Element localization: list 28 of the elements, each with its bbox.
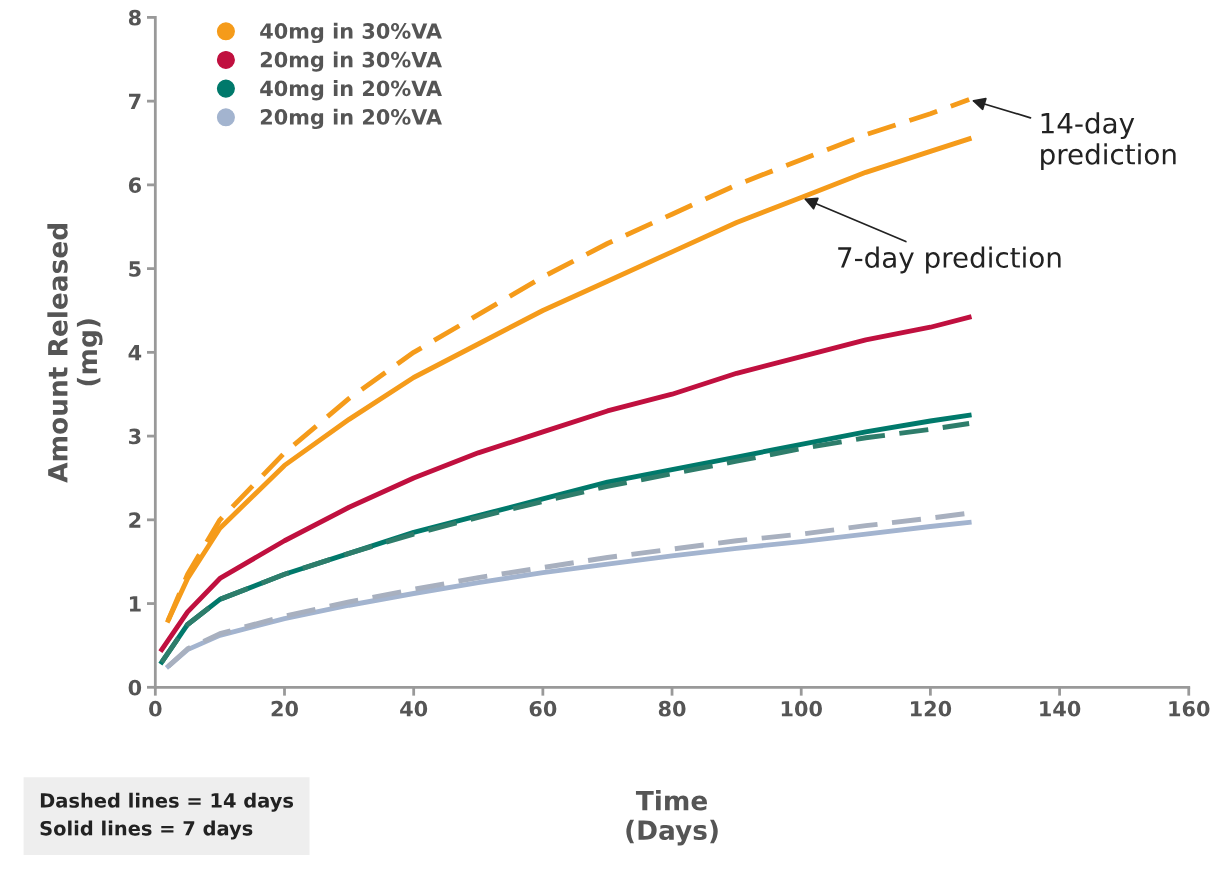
x-axis-title: Time (Days) bbox=[626, 790, 718, 846]
annotation: 14-day prediction bbox=[1041, 112, 1176, 171]
annotation: 7-day prediction bbox=[838, 246, 1061, 274]
legend-label: 20mg in 20%VA bbox=[260, 108, 442, 130]
y-tick-label: 2 bbox=[129, 512, 141, 528]
legend-label: 40mg in 30%VA bbox=[260, 22, 442, 44]
text: Dashed lines = 14 days Solid lines = 7 days bbox=[40, 792, 294, 840]
x-tick-label: 80 bbox=[658, 700, 686, 717]
x-tick-label: 120 bbox=[911, 700, 952, 717]
x-tick-label: 20 bbox=[271, 700, 298, 717]
line-series bbox=[159, 314, 972, 653]
x-tick-label: 0 bbox=[149, 700, 162, 717]
y-tick-label: 1 bbox=[129, 596, 141, 612]
y-tick-label: 5 bbox=[129, 261, 141, 277]
y-tick-label: 3 bbox=[129, 428, 141, 445]
y-tick-label: 8 bbox=[128, 9, 141, 26]
x-tick-label: 160 bbox=[1169, 700, 1210, 717]
y-tick-label: 7 bbox=[129, 93, 141, 110]
legend-label: 20mg in 30%VA bbox=[260, 51, 442, 72]
y-axis-title: Amount Released (mg) bbox=[47, 224, 103, 483]
y-tick-label: 4 bbox=[128, 345, 142, 361]
x-tick-label: 140 bbox=[1040, 700, 1081, 717]
legend-label: 40mg in 20%VA bbox=[260, 80, 442, 101]
x-tick-label: 60 bbox=[529, 700, 557, 717]
x-tick-label: 100 bbox=[781, 700, 822, 717]
y-tick-label: 6 bbox=[128, 177, 142, 194]
x-tick-label: 40 bbox=[400, 700, 428, 717]
y-tick-label: 0 bbox=[128, 679, 142, 696]
